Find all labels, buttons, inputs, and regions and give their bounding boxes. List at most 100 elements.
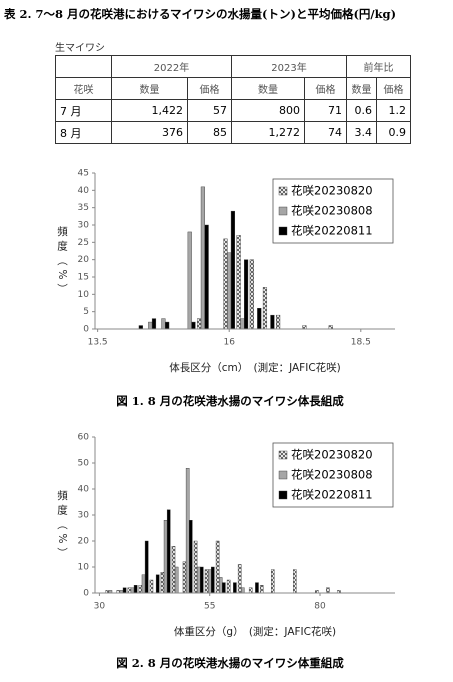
bar [207,569,212,594]
bar [259,585,264,594]
bar [226,579,231,594]
cell: 1,272 [231,121,305,144]
legend-label: 花咲20230808 [291,204,373,218]
legend-swatch [278,226,288,236]
bar [302,325,307,330]
bar [155,574,160,594]
bar [130,587,135,594]
bar [166,509,171,594]
legend-swatch [278,206,288,216]
x-tick-label: 16 [223,338,235,348]
legend-swatch [278,186,288,196]
x-tick-label: 30 [94,602,106,612]
bar [237,564,242,594]
legend-label: 花咲20220811 [291,224,373,238]
y-tick-label: 0 [83,589,89,599]
caption: 図 2. 8 月の花咲港水揚のマイワシ体重組成 [116,656,344,670]
cell: 1.2 [376,99,411,122]
bar [196,566,201,594]
y-tick-label: 5 [83,307,89,317]
bar [174,566,179,594]
legend-box [272,178,394,244]
legend-label: 花咲20230820 [291,184,373,198]
bar [151,318,157,330]
bar [161,318,166,330]
bar [328,325,333,330]
y-tick-label: 30 [78,511,90,521]
y-tick-label: 10 [78,290,90,300]
bar [138,325,143,330]
bar [244,259,249,330]
bar [270,569,275,594]
cell: 8 月 [55,121,112,144]
bar [276,314,281,330]
x-tick-label: 55 [204,602,215,612]
bar [200,186,205,330]
bar [293,569,297,594]
bar [241,587,245,594]
legend-label: 花咲20230808 [291,468,373,482]
y-axis-label: 頻度（%） [56,225,68,298]
bar [133,585,138,594]
y-tick-label: 35 [78,203,89,213]
cell: 0.6 [346,99,377,122]
bar [171,546,176,594]
bar [182,561,187,594]
y-tick-label: 50 [78,459,90,469]
y-tick-label: 0 [83,325,89,335]
bar [326,587,330,594]
x-tick-label: 13.5 [88,338,108,348]
bar [189,520,193,594]
bar [148,321,153,330]
y-tick-label: 40 [78,186,90,196]
bar [227,252,232,330]
x-tick-label: 80 [314,602,326,612]
y-axis-label: 頻度（%） [56,489,68,562]
y-tick-label: 45 [78,169,89,179]
cell: 1,422 [111,99,188,122]
caption: 図 1. 8 月の花咲港水揚のマイワシ体長組成 [116,394,344,408]
bar [204,224,209,330]
bar [191,321,196,330]
y-tick-label: 40 [78,485,90,495]
cell: 0.9 [376,121,411,144]
x-tick-label: 18.5 [351,338,371,348]
data-table: 2022年 2023年 前年比 花咲 数量 価格 数量 価格 数量 価格 7 月… [55,55,411,144]
cell: 85 [187,121,232,144]
bar [223,238,228,330]
cell: 800 [231,99,305,122]
y-tick-label: 20 [78,537,90,547]
legend-swatch [278,450,288,460]
cell: 74 [304,121,347,144]
bar [163,520,168,594]
bar [240,318,245,330]
bar [249,259,254,330]
bar [270,314,275,330]
table-label: 生マイワシ [55,43,105,54]
bar [149,579,154,594]
y-tick-label: 25 [78,238,89,248]
legend-label: 花咲20230820 [291,448,373,462]
bar [222,582,226,594]
bar [218,577,223,594]
y-tick-label: 15 [78,273,89,283]
bar [141,574,146,594]
legend-label: 花咲20220811 [291,488,373,502]
legend-swatch [278,490,288,500]
x-axis-label: 体重区分（g） (測定：JAFIC花咲) [174,625,336,638]
bar [122,587,127,594]
legend-swatch [278,470,288,480]
bar [262,287,268,330]
bar [233,582,237,594]
y-tick-label: 10 [78,563,90,573]
x-axis-label: 体長区分（cm） (測定：JAFIC花咲) [169,361,341,374]
bar [257,308,262,330]
bar [248,587,253,594]
bar [138,585,143,594]
bar [127,587,132,594]
bar [215,540,220,594]
bar [197,318,202,330]
bar [211,566,215,594]
